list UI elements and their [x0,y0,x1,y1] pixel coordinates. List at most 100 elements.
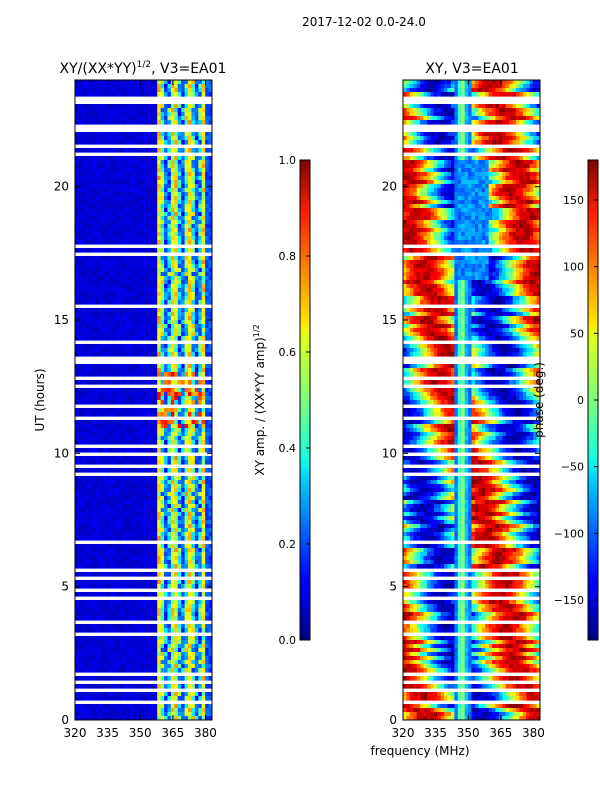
heatmap-cell [170,660,175,665]
heatmap-cell [201,584,206,589]
heatmap-cell [150,608,155,613]
heatmap-cell [122,220,127,225]
heatmap-cell [102,156,107,161]
heatmap-cell [122,396,127,401]
heatmap-cell [129,368,134,373]
heatmap-cell [95,92,100,97]
heatmap-cell [78,84,83,89]
heatmap-cell [102,336,107,341]
heatmap-cell [109,196,114,201]
heatmap-cell [174,268,179,273]
heatmap-cell [174,556,179,561]
heatmap-cell [184,648,189,653]
heatmap-cell [164,292,169,297]
heatmap-cell [133,200,138,205]
heatmap-cell [140,624,145,629]
heatmap-cell [146,320,151,325]
heatmap-cell [92,116,97,121]
heatmap-cell [160,428,165,433]
heatmap-cell [78,644,83,649]
heatmap-cell [170,264,175,269]
heatmap-cell [102,108,107,113]
heatmap-cell [88,624,93,629]
heatmap-cell [177,520,182,525]
heatmap-cell [85,604,90,609]
heatmap-cell [150,84,155,89]
heatmap-cell [170,380,175,385]
heatmap-cell [75,324,80,329]
heatmap-cell [75,224,80,229]
heatmap-cell [133,396,138,401]
heatmap-cell [153,544,158,549]
heatmap-cell [126,412,131,417]
heatmap-cell [201,492,206,497]
heatmap-cell [201,296,206,301]
heatmap-cell [208,548,212,553]
heatmap-cell [116,564,121,569]
heatmap-cell [78,88,83,93]
heatmap-cell [184,260,189,265]
heatmap-cell [136,280,141,285]
heatmap-cell [116,236,121,241]
heatmap-cell [194,460,199,465]
heatmap-cell [150,528,155,533]
heatmap-cell [177,572,182,577]
heatmap-cell [164,324,169,329]
heatmap-cell [150,92,155,97]
heatmap-cell [191,668,196,673]
heatmap-cell [167,448,172,453]
heatmap-cell [109,676,114,681]
heatmap-cell [184,564,189,569]
heatmap-cell [81,160,86,165]
heatmap-cell [136,84,141,89]
heatmap-cell [112,608,117,613]
heatmap-cell [116,636,121,641]
heatmap-cell [188,656,193,661]
heatmap-cell [136,412,141,417]
heatmap-cell [88,136,93,141]
heatmap-cell [119,484,124,489]
heatmap-cell [198,352,203,357]
heatmap-cell [181,292,186,297]
heatmap-cell [102,380,107,385]
heatmap-cell [177,260,182,265]
heatmap-cell [198,412,203,417]
heatmap-cell [116,668,121,673]
heatmap-cell [167,268,172,273]
heatmap-cell [102,440,107,445]
heatmap-cell [177,132,182,137]
heatmap-cell [92,368,97,373]
heatmap-cell [160,284,165,289]
heatmap-cell [126,284,131,289]
heatmap-cell [129,532,134,537]
heatmap-cell [112,412,117,417]
heatmap-cell [92,112,97,117]
heatmap-cell [181,192,186,197]
heatmap-cell [92,676,97,681]
heatmap-cell [78,104,83,109]
heatmap-cell [95,196,100,201]
heatmap-cell [122,88,127,93]
heatmap-cell [153,584,158,589]
heatmap-cell [109,108,114,113]
heatmap-cell [174,168,179,173]
heatmap-cell [102,512,107,517]
heatmap-cell [184,460,189,465]
heatmap-cell [153,400,158,405]
heatmap-cell [205,612,210,617]
heatmap-cell [188,528,193,533]
heatmap-cell [109,220,114,225]
heatmap-cell [164,548,169,553]
heatmap-cell [181,160,186,165]
heatmap-cell [157,676,162,681]
heatmap-cell [143,160,148,165]
heatmap-cell [167,240,172,245]
heatmap-cell [194,468,199,473]
heatmap-cell [164,488,169,493]
heatmap-cell [88,440,93,445]
heatmap-cell [102,116,107,121]
heatmap-cell [140,108,145,113]
heatmap-cell [205,396,210,401]
heatmap-cell [140,180,145,185]
heatmap-cell [140,352,145,357]
